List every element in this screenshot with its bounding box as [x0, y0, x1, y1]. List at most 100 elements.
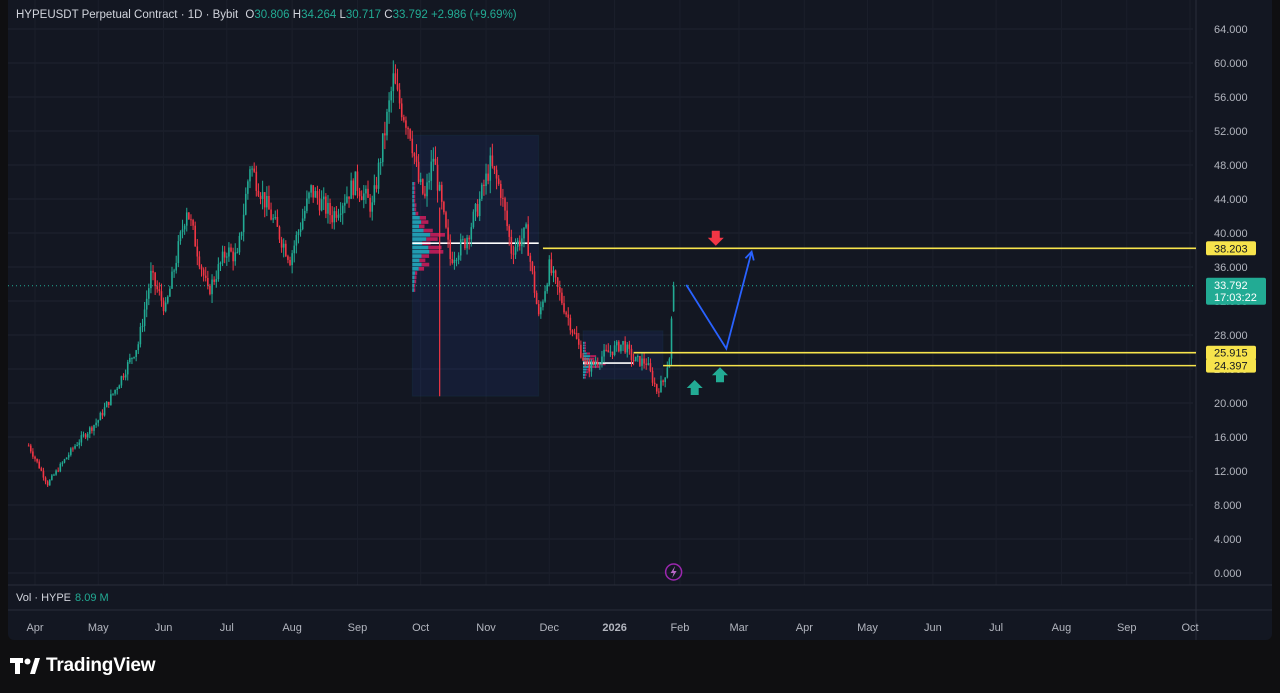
volume-profile-bar	[412, 224, 420, 229]
y-tick-label: 16.000	[1214, 432, 1248, 444]
volume-profile-bar	[421, 254, 430, 258]
volume-profile-bar	[419, 224, 425, 229]
volume-profile-bar	[412, 194, 414, 199]
candle-body	[34, 456, 36, 459]
projection-path[interactable]	[685, 251, 753, 351]
candle-body	[310, 185, 312, 193]
candle-body	[314, 191, 317, 198]
candle-body	[29, 445, 32, 452]
volume-profile-bar	[582, 355, 591, 358]
candle-body	[80, 435, 83, 443]
volume-profile-box[interactable]	[411, 134, 540, 397]
candle-body	[242, 214, 245, 233]
x-tick-label: Sep	[348, 622, 368, 634]
candle-body	[407, 127, 409, 130]
candle-body	[396, 83, 399, 90]
candle-body	[232, 251, 234, 262]
candle-body	[609, 351, 612, 353]
volume-profile-bar	[412, 233, 431, 237]
up-arrow-icon[interactable]	[686, 380, 703, 395]
candle-body	[499, 183, 502, 198]
x-tick-label: Oct	[1181, 622, 1198, 634]
candle-body	[449, 239, 452, 259]
volume-legend[interactable]: Vol · HYPE 8.09 M	[16, 592, 109, 604]
volume-profile-box[interactable]	[582, 330, 664, 380]
candle-body	[510, 236, 513, 254]
candle-body	[518, 240, 521, 247]
candle-body	[341, 205, 344, 214]
candle-body	[497, 178, 500, 184]
level-price-tag-text: 24.397	[1214, 361, 1248, 373]
volume-profile-bar	[582, 344, 585, 347]
candle-body	[571, 330, 574, 333]
volume-profile-bar	[412, 186, 414, 190]
volume-profile-bar	[412, 199, 414, 203]
candle-body	[289, 259, 291, 266]
candle-body	[120, 376, 123, 386]
candle-body	[282, 243, 285, 248]
candle-body	[285, 243, 287, 257]
candle-body	[95, 422, 97, 426]
candle-body	[529, 255, 532, 262]
volume-profile-bar	[421, 220, 429, 224]
candle-body	[567, 314, 570, 318]
candle-body	[175, 263, 178, 271]
candle-body	[512, 253, 515, 255]
y-tick-label: 36.000	[1214, 262, 1248, 274]
volume-profile-bar	[584, 344, 586, 347]
price-axis: 64.000 60.000 56.000 52.000 48.000 44.000 40.0…	[1214, 24, 1248, 580]
open-label: O	[245, 9, 255, 21]
candle-body	[504, 198, 506, 211]
up-arrow-icon[interactable]	[711, 367, 728, 383]
candle-body	[337, 214, 340, 218]
candle-body	[523, 227, 525, 239]
current-price-tag-price: 33.792	[1214, 280, 1248, 292]
candle-body	[386, 111, 388, 136]
candle-body	[44, 477, 47, 482]
candle-body	[164, 302, 167, 312]
candle-body	[86, 433, 89, 438]
x-tick-label: Jun	[155, 622, 173, 634]
candle-body	[276, 217, 279, 227]
candle-body	[590, 361, 593, 372]
candle-body	[371, 202, 374, 212]
lightning-icon[interactable]	[664, 563, 683, 581]
candle-body	[544, 291, 546, 302]
candle-body	[428, 180, 430, 183]
candle-body	[554, 270, 557, 278]
volume-profile-bar	[412, 275, 415, 280]
down-arrow-icon[interactable]	[707, 230, 724, 246]
volume-profile-bar	[412, 228, 424, 233]
candle-body	[234, 252, 237, 262]
candle-body	[546, 284, 548, 292]
candle-body	[118, 385, 121, 389]
candle-body	[453, 259, 456, 263]
candle-body	[223, 251, 226, 258]
candle-body	[613, 345, 616, 356]
candle-body	[521, 238, 523, 247]
candle-body	[272, 218, 274, 220]
candle-body	[238, 235, 241, 253]
volume-profile-bar	[582, 341, 585, 344]
candle-body	[615, 341, 618, 346]
candle-body	[48, 479, 51, 486]
level-price-tag	[1206, 358, 1256, 373]
volume-profile-bar	[584, 376, 586, 379]
candle-body	[306, 198, 308, 211]
volume-profile-bar	[582, 373, 585, 376]
candle-body	[200, 266, 203, 270]
candle-body	[202, 269, 205, 276]
candle-body	[360, 196, 363, 200]
candle-body	[457, 255, 460, 260]
candle-body	[409, 129, 411, 139]
volume-profile-bar	[584, 347, 586, 350]
candle-body	[375, 185, 378, 189]
tradingview-logo[interactable]: TradingView	[10, 654, 156, 678]
candle-body	[632, 359, 635, 362]
candle-body	[620, 344, 622, 352]
volume-profile-bar	[412, 279, 415, 284]
candle-body	[388, 100, 390, 112]
candle-body	[112, 393, 114, 395]
volume-profile-bar	[415, 211, 419, 216]
